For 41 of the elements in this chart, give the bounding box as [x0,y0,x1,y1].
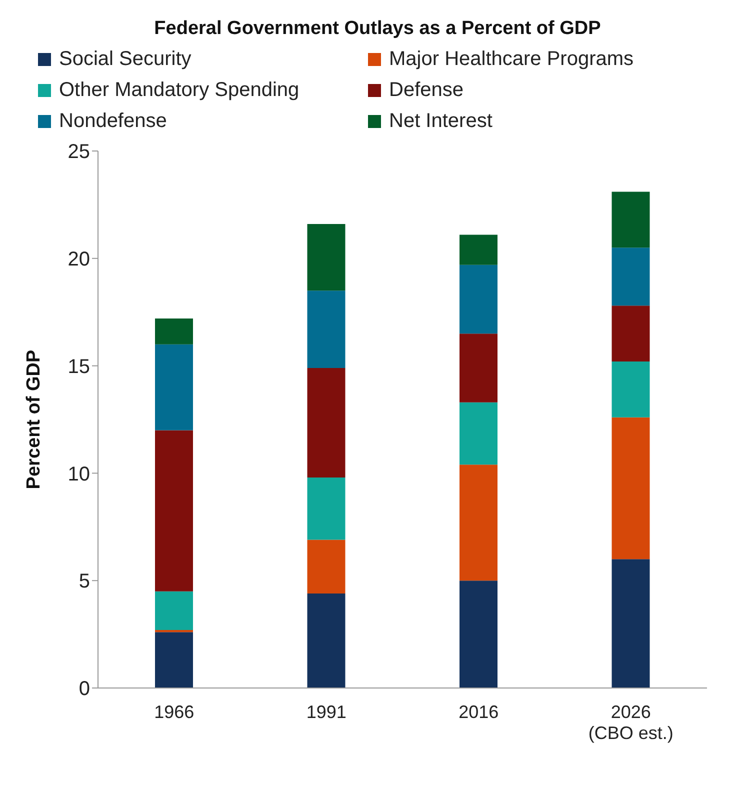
bar [155,632,193,688]
bar [612,362,650,418]
bar [460,464,498,581]
bar [155,344,193,430]
bar [460,402,498,465]
legend-label: Major Healthcare Programs [389,48,634,71]
y-tick-label: 20 [68,248,90,270]
bar [155,430,193,592]
bar [307,477,346,540]
x-tick-label: 1991 [306,702,346,722]
legend-label: Net Interest [389,110,492,133]
x-tick-label: 2026 (CBO est.) [588,702,674,743]
bar [155,318,193,344]
bar [307,593,346,688]
bar [307,224,346,291]
bar [460,264,498,334]
legend-label: Other Mandatory Spending [59,79,300,102]
x-tick-label: 1966 [154,702,194,722]
bar [612,306,650,362]
x-tick-label: 2016 [458,702,499,722]
bar [612,248,650,306]
y-tick-label: 25 [68,141,90,164]
y-tick-label: 0 [78,678,90,700]
bar [307,540,346,594]
y-tick-label: 5 [78,570,90,593]
bar [612,192,650,248]
bar [307,290,346,368]
y-tick-label: 10 [68,463,90,486]
legend-label: Nondefense [59,110,167,133]
bar [460,580,498,688]
chart-title: Federal Government Outlays as a Percent of GDP [153,17,602,41]
legend-label: Defense [389,79,464,102]
bar [460,334,498,402]
bar [612,559,650,688]
bar [155,591,193,630]
bar [460,234,498,265]
bar [612,417,650,560]
legend-label: Social Security [59,48,192,71]
bar [307,368,346,478]
y-axis-title: Percent of GDP [24,349,45,490]
y-tick-label: 15 [68,356,90,378]
